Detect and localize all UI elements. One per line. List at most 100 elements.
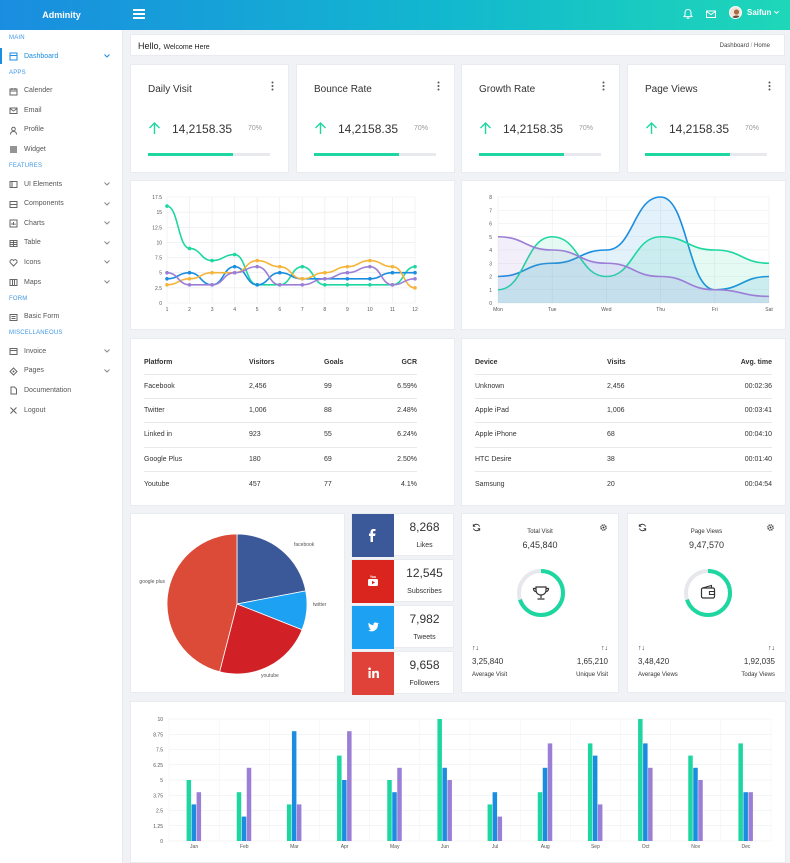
data-point bbox=[413, 270, 417, 275]
social-card-twitter[interactable]: 7,982 Tweets bbox=[351, 605, 454, 649]
more-options-icon[interactable] bbox=[602, 81, 605, 91]
table-row[interactable]: Google Plus 180 69 2.50% bbox=[144, 447, 417, 473]
up-down-arrows-icon: ↑↓ bbox=[472, 645, 479, 652]
stat-value: 14,2158.35 bbox=[338, 122, 399, 136]
sidebar-item-icons[interactable]: Icons bbox=[0, 254, 123, 270]
sidebar-item-maps[interactable]: Maps bbox=[0, 274, 123, 290]
sidebar-item-basic-form[interactable]: Basic Form bbox=[0, 309, 123, 325]
mail-icon[interactable] bbox=[705, 8, 717, 20]
x-tick-label: 5 bbox=[256, 307, 259, 313]
ring-fill bbox=[683, 569, 732, 617]
sidebar-item-calender[interactable]: Calender bbox=[0, 83, 123, 99]
bar-nov-2 bbox=[698, 780, 703, 841]
breadcrumb-dashboard[interactable]: Dashboard bbox=[719, 43, 749, 49]
stat-percent: 70% bbox=[578, 125, 593, 132]
components-icon bbox=[9, 200, 18, 208]
bell-icon[interactable] bbox=[682, 8, 694, 20]
breadcrumb: Dashboard / Home bbox=[720, 43, 770, 49]
y-tick-label: 7.5 bbox=[156, 748, 163, 754]
table-cell: 00:02:36 bbox=[687, 374, 772, 399]
chevron-down-icon bbox=[104, 349, 110, 353]
x-tick-label: Oct bbox=[642, 844, 650, 850]
more-options-icon[interactable] bbox=[768, 81, 771, 91]
progress-fill bbox=[645, 153, 731, 156]
table-row[interactable]: Samsung 20 00:04:54 bbox=[475, 472, 772, 496]
data-point bbox=[368, 258, 372, 263]
sidebar-item-components[interactable]: Components bbox=[0, 196, 123, 212]
pie-label: youtube bbox=[261, 673, 279, 679]
up-down-arrows-icon: ↑↓ bbox=[768, 645, 775, 652]
sidebar-item-dashboard[interactable]: Dashboard bbox=[0, 48, 123, 64]
settings-icon[interactable] bbox=[599, 523, 608, 532]
sidebar-item-documentation[interactable]: Documentation bbox=[0, 382, 123, 398]
table-row[interactable]: Linked in 923 55 6.24% bbox=[144, 422, 417, 448]
mini-card-title: Total Visit bbox=[527, 529, 553, 535]
refresh-icon[interactable] bbox=[472, 523, 481, 532]
refresh-icon[interactable] bbox=[638, 523, 647, 532]
table-header-row: Platform Visitors Goals GCR bbox=[144, 351, 417, 375]
table-cell: 180 bbox=[249, 447, 324, 473]
sidebar-item-widget[interactable]: Widget bbox=[0, 141, 123, 157]
table-cell: 38 bbox=[607, 447, 687, 473]
table-cell: 1,006 bbox=[249, 398, 324, 424]
bar-jan-0 bbox=[186, 780, 192, 841]
sidebar-item-email[interactable]: Email bbox=[0, 102, 123, 118]
data-point bbox=[255, 258, 259, 263]
table-row[interactable]: Apple iPhone 68 00:04:10 bbox=[475, 422, 772, 448]
sidebar-item-pages[interactable]: Pages bbox=[0, 363, 123, 379]
sidebar-item-invoice[interactable]: Invoice bbox=[0, 343, 123, 359]
table-row[interactable]: Facebook 2,456 99 6.59% bbox=[144, 374, 417, 399]
menu-toggle-icon[interactable] bbox=[133, 9, 145, 19]
social-card-youtube[interactable]: You 12,545 Subscribes bbox=[351, 559, 454, 603]
column-header: GCR bbox=[379, 351, 417, 375]
y-tick-label: 8 bbox=[489, 195, 492, 201]
sidebar-item-charts[interactable]: Charts bbox=[0, 215, 123, 231]
data-point bbox=[300, 276, 305, 281]
user-name: Saifun bbox=[747, 8, 772, 17]
bar-sep-1 bbox=[592, 755, 598, 841]
social-card-facebook[interactable]: 8,268 Likes bbox=[351, 513, 454, 557]
stat-value: 14,2158.35 bbox=[669, 122, 730, 136]
heart-icon bbox=[9, 259, 18, 268]
more-options-icon[interactable] bbox=[271, 81, 274, 91]
table-row[interactable]: HTC Desire 38 00:01:40 bbox=[475, 447, 772, 473]
data-point bbox=[413, 286, 417, 290]
social-card-linkedin[interactable]: 9,658 Followers bbox=[351, 651, 454, 695]
column-header: Device bbox=[475, 351, 607, 375]
sidebar-item-logout[interactable]: Logout bbox=[0, 402, 123, 418]
more-options-icon[interactable] bbox=[437, 81, 440, 91]
sidebar-item-table[interactable]: Table bbox=[0, 235, 123, 251]
table-cell: Google Plus bbox=[144, 447, 249, 473]
data-point bbox=[232, 270, 237, 275]
sidebar-item-label: Invoice bbox=[24, 347, 47, 355]
user-menu[interactable]: Saifun bbox=[729, 6, 780, 19]
arrow-up-icon bbox=[646, 122, 657, 134]
chevron-down-icon bbox=[104, 260, 110, 265]
table-cell: Facebook bbox=[144, 374, 249, 399]
brand-logo[interactable]: Adminity bbox=[42, 10, 81, 20]
bar-jul-2 bbox=[497, 816, 503, 841]
table-row[interactable]: Apple iPad 1,006 00:03:41 bbox=[475, 398, 772, 424]
settings-icon[interactable] bbox=[766, 523, 775, 532]
sidebar-item-profile[interactable]: Profile bbox=[0, 122, 123, 138]
table-row[interactable]: Unknown 2,456 00:02:36 bbox=[475, 374, 772, 399]
map-icon bbox=[9, 279, 18, 286]
sidebar-item-ui-elements[interactable]: UI Elements bbox=[0, 176, 123, 192]
pie-slice-facebook bbox=[236, 533, 307, 605]
x-tick-label: 9 bbox=[346, 307, 349, 313]
data-point bbox=[165, 276, 169, 281]
data-point bbox=[413, 264, 417, 269]
area-chart-card: 0 1 2 3 4 5 6 7 8 Mon Tue Wed Thu Fri Sat bbox=[461, 180, 786, 330]
left-label: Average Views bbox=[638, 672, 678, 678]
breadcrumb-home[interactable]: Home bbox=[753, 43, 770, 49]
table-row[interactable]: Youtube 457 77 4.1% bbox=[144, 472, 417, 496]
chevron-down-icon bbox=[104, 280, 110, 284]
stat-percent: 70% bbox=[247, 125, 262, 132]
table-row[interactable]: Twitter 1,006 88 2.48% bbox=[144, 398, 417, 424]
dashboard-icon bbox=[9, 52, 18, 61]
table-icon bbox=[9, 239, 18, 247]
grouped-bar-chart: 0 1.25 2.5 3.75 5 6.25 7.5 8.75 10 Jan Feb Mar Apr Ma… bbox=[153, 717, 772, 850]
left-value: 3,25,840 bbox=[472, 657, 504, 666]
device-table-card: Device Visits Avg. time Unknown 2,456 00:02:3… bbox=[461, 338, 786, 506]
table-cell: 00:01:40 bbox=[687, 447, 772, 473]
